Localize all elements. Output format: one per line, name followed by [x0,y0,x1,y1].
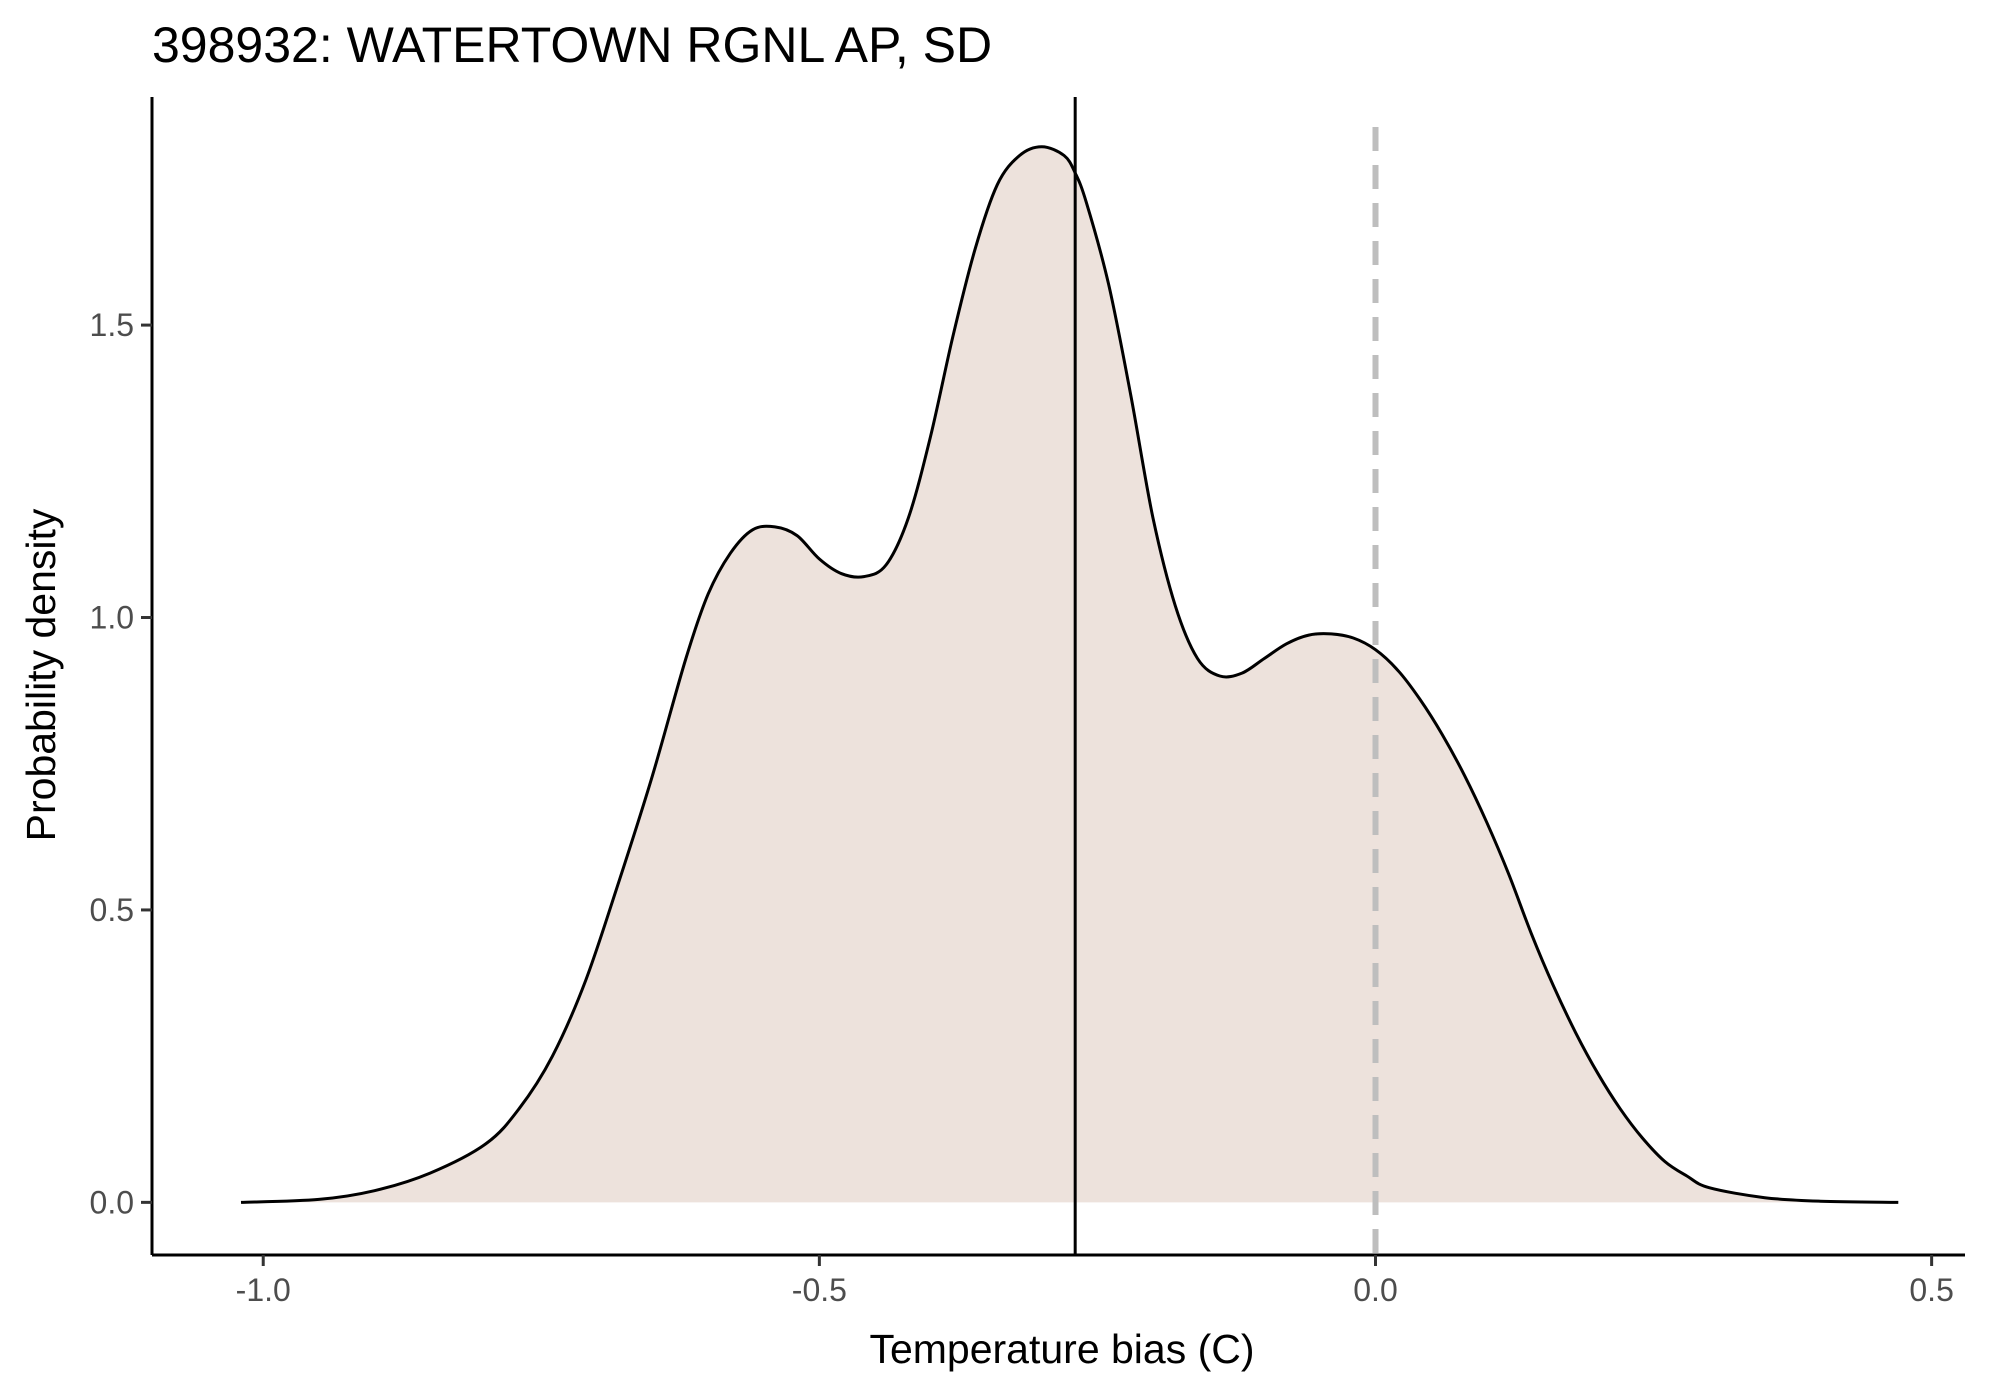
x-axis-title: Temperature bias (C) [869,1326,1254,1372]
density-area [241,146,1899,1203]
x-tick-label: 0.0 [1353,1272,1397,1308]
density-curve [240,145,1899,1204]
x-tick-label: -0.5 [792,1272,847,1308]
y-tick-label: 0.5 [90,892,134,928]
axes: -1.0 -0.5 0.0 0.5 0.0 0.5 1.0 1.5 [90,97,1965,1308]
x-tick-label: 0.5 [1909,1272,1953,1308]
chart-title: 398932: WATERTOWN RGNL AP, SD [152,17,992,73]
y-tick-label: 0.0 [90,1184,134,1220]
y-tick-label: 1.0 [90,600,134,636]
y-axis-title: Probability density [18,508,64,841]
plot-area [240,97,1899,1255]
y-tick-label: 1.5 [90,307,134,343]
x-tick-label: -1.0 [236,1272,291,1308]
